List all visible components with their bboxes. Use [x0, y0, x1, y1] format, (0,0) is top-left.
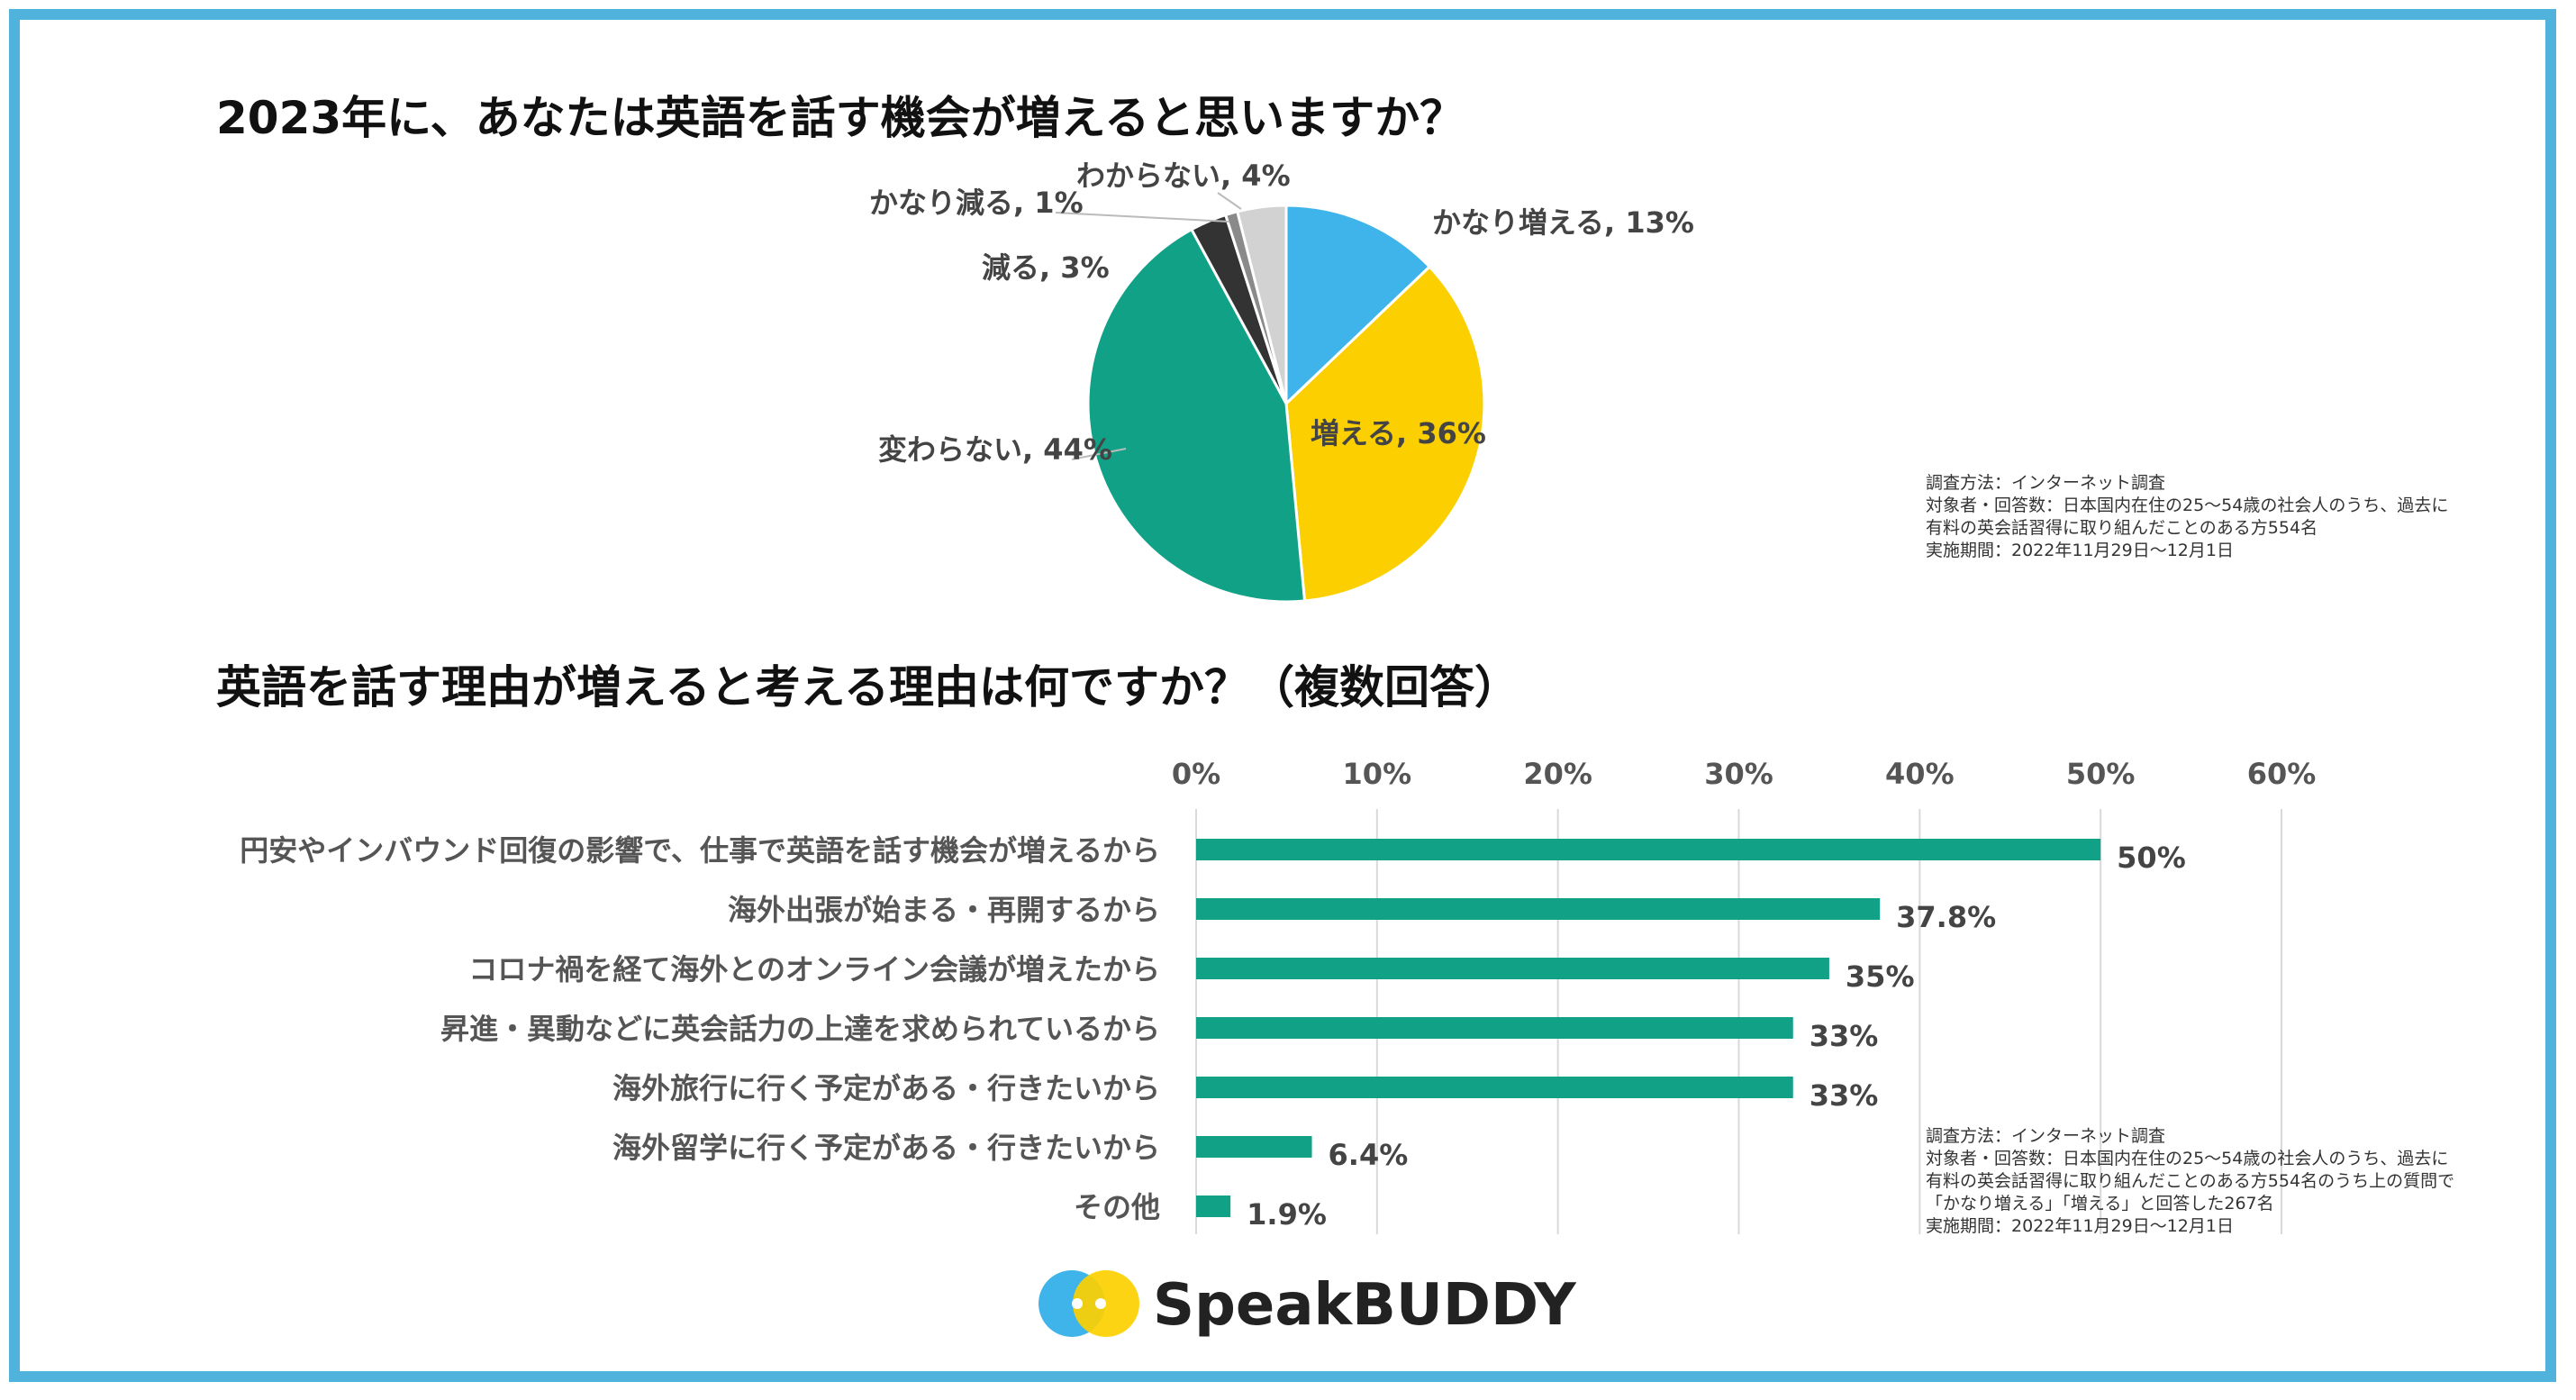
pie-note-line: 実施期間：2022年11月29日〜12月1日 [1926, 541, 2234, 560]
pie-leader-line-2 [1071, 448, 1127, 460]
bar-2 [1196, 958, 1829, 979]
logo-eye-left-icon [1072, 1298, 1083, 1309]
bar-tick-label-4: 40% [1885, 757, 1955, 791]
pie-slice-label-4: かなり減る, 1% [869, 186, 1084, 220]
bar-5 [1196, 1136, 1312, 1158]
pie-chart-title: 2023年に、あなたは英語を話す機会が増えると思いますか？ [216, 92, 1465, 144]
bar-category-label-1: 海外出張が始まる・再開するから [728, 893, 1160, 927]
bar-category-label-0: 円安やインバウンド回復の影響で、仕事で英語を話す機会が増えるから [240, 833, 1160, 868]
pie-slice-2 [1086, 227, 1307, 604]
bar-note-line: 「かなり増える」「増える」と回答した267名 [1926, 1194, 2274, 1214]
pie-slice-label-0: かなり増える, 13% [1432, 205, 1694, 240]
pie-slice-label-1: 増える, 36% [1311, 416, 1486, 450]
pie-note-line: 調査方法：インターネット調査 [1926, 473, 2165, 493]
bar-tick-label-6: 60% [2247, 757, 2317, 791]
bar-tick-label-0: 0% [1172, 757, 1220, 791]
pie-chart: かなり増える, 13% 増える, 36% 変わらない, 44% 減る, 3% かなり減る… [869, 159, 1694, 604]
bar-6 [1196, 1195, 1231, 1217]
bar-value-label-6: 1.9% [1247, 1197, 1327, 1232]
bar-chart-title: 英語を話す理由が増えると考える理由は何ですか？（複数回答） [216, 661, 1519, 714]
bar-value-label-3: 33% [1810, 1019, 1879, 1053]
bar-value-label-5: 6.4% [1329, 1138, 1409, 1172]
bar-0 [1196, 839, 2101, 860]
pie-note-line: 有料の英会話習得に取り組んだことのある方554名 [1926, 518, 2317, 538]
bar-3 [1196, 1017, 1793, 1039]
bar-category-label-3: 昇進・異動などに英会話力の上達を求められているから [440, 1012, 1160, 1046]
bar-tick-label-3: 30% [1704, 757, 1773, 791]
bar-category-label-4: 海外旅行に行く予定がある・行きたいから [612, 1071, 1160, 1105]
bar-note-line: 有料の英会話習得に取り組んだことのある方554名のうち上の質問で [1926, 1171, 2454, 1191]
pie-slice-5 [1235, 204, 1288, 405]
pie-note-line: 対象者・回答数：日本国内在住の25〜54歳の社会人のうち、過去に [1926, 495, 2448, 515]
bar-tick-label-2: 20% [1523, 757, 1592, 791]
logo-text: SpeakBUDDY [1153, 1272, 1576, 1339]
bar-value-label-2: 35% [1846, 959, 1915, 994]
bar-tick-label-5: 50% [2066, 757, 2136, 791]
pie-leader-line-5 [1217, 192, 1242, 210]
pie-slice-1 [1284, 264, 1486, 603]
speakbuddy-logo: SpeakBUDDY [1039, 1270, 1576, 1339]
bar-value-label-1: 37.8% [1896, 900, 1996, 934]
pie-slice-label-2: 変わらない, 44% [878, 432, 1112, 467]
bar-4 [1196, 1077, 1793, 1098]
bar-survey-note: 調査方法：インターネット調査対象者・回答数：日本国内在住の25〜54歳の社会人の… [1926, 1126, 2454, 1236]
pie-slice-label-5: わからない, 4% [1076, 159, 1291, 193]
bar-category-label-2: コロナ禍を経て海外とのオンライン会議が増えたから [468, 952, 1160, 986]
bar-note-line: 実施期間：2022年11月29日〜12月1日 [1926, 1216, 2234, 1236]
bar-note-line: 調査方法：インターネット調査 [1926, 1126, 2165, 1146]
pie-leader-line-4 [1055, 212, 1230, 223]
page-frame [9, 9, 2556, 1382]
bar-chart: 0% 10% 20% 30% 40% 50% 60% 円安やインバウンド回復の影響で、仕事で英… [240, 757, 2316, 1234]
bar-category-label-6: その他 [1074, 1190, 1160, 1224]
pie-slice-0 [1284, 204, 1432, 407]
pie-survey-note: 調査方法：インターネット調査対象者・回答数：日本国内在住の25〜54歳の社会人の… [1926, 473, 2448, 560]
bar-category-label-5: 海外留学に行く予定がある・行きたいから [612, 1131, 1160, 1165]
logo-eye-right-icon [1095, 1298, 1106, 1309]
bar-value-label-0: 50% [2117, 841, 2186, 875]
bar-note-line: 対象者・回答数：日本国内在住の25〜54歳の社会人のうち、過去に [1926, 1149, 2448, 1168]
bar-1 [1196, 898, 1881, 920]
pie-slice-label-3: 減る, 3% [982, 250, 1110, 285]
bar-value-label-4: 33% [1810, 1078, 1879, 1113]
bar-tick-label-1: 10% [1343, 757, 1412, 791]
